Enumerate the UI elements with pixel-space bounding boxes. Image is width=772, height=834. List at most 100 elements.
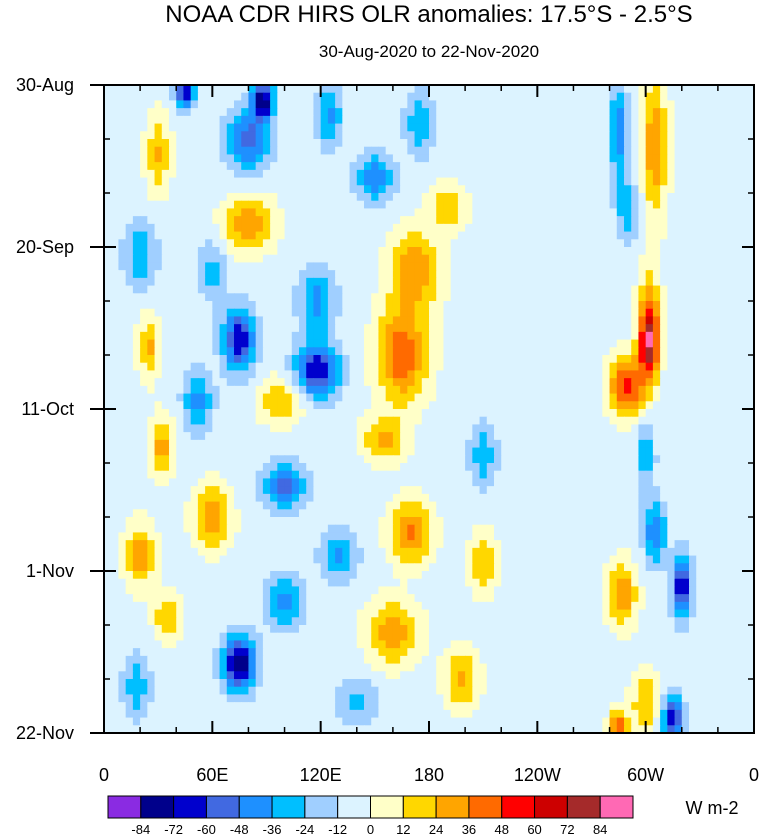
heatmap-cell bbox=[494, 486, 502, 495]
heatmap-cell bbox=[595, 470, 603, 480]
heatmap-cell bbox=[248, 378, 257, 387]
heatmap-cell bbox=[501, 401, 510, 410]
heatmap-cell bbox=[392, 378, 401, 387]
heatmap-cell bbox=[111, 501, 120, 510]
heatmap-cell bbox=[169, 277, 177, 287]
heatmap-cell bbox=[689, 108, 697, 117]
heatmap-cell bbox=[154, 432, 163, 441]
heatmap-cell bbox=[638, 416, 647, 426]
heatmap-cell bbox=[400, 208, 408, 217]
heatmap-cell bbox=[494, 432, 502, 441]
heatmap-cell bbox=[573, 486, 582, 495]
heatmap-cell bbox=[226, 123, 235, 132]
heatmap-cell bbox=[299, 416, 307, 426]
heatmap-cell bbox=[306, 439, 315, 449]
heatmap-cell bbox=[631, 486, 640, 495]
heatmap-cell bbox=[681, 378, 690, 387]
heatmap-cell bbox=[725, 493, 733, 503]
heatmap-cell bbox=[689, 470, 697, 480]
heatmap-cell bbox=[392, 216, 401, 225]
heatmap-cell bbox=[407, 200, 416, 210]
heatmap-cell bbox=[551, 139, 560, 148]
heatmap-cell bbox=[580, 416, 589, 426]
heatmap-cell bbox=[717, 92, 726, 102]
heatmap-cell bbox=[342, 262, 351, 271]
heatmap-cell bbox=[327, 85, 336, 94]
heatmap-cell bbox=[111, 509, 120, 518]
heatmap-cell bbox=[349, 424, 358, 433]
heatmap-cell bbox=[689, 355, 697, 364]
heatmap-cell bbox=[197, 277, 206, 287]
heatmap-cell bbox=[335, 254, 343, 264]
heatmap-cell bbox=[407, 509, 416, 518]
heatmap-cell bbox=[652, 501, 661, 510]
heatmap-cell bbox=[530, 270, 538, 279]
heatmap-cell bbox=[154, 193, 163, 202]
heatmap-cell bbox=[717, 254, 726, 264]
heatmap-cell bbox=[277, 416, 286, 426]
heatmap-cell bbox=[414, 200, 423, 210]
heatmap-cell bbox=[429, 200, 437, 210]
heatmap-cell bbox=[494, 463, 502, 472]
heatmap-cell bbox=[631, 231, 640, 240]
heatmap-cell bbox=[378, 177, 387, 186]
heatmap-cell bbox=[566, 331, 575, 341]
heatmap-cell bbox=[356, 455, 365, 464]
heatmap-cell bbox=[205, 139, 213, 148]
heatmap-cell bbox=[638, 85, 647, 94]
heatmap-cell bbox=[205, 362, 213, 372]
heatmap-cell bbox=[559, 439, 567, 449]
heatmap-cell bbox=[544, 370, 553, 379]
heatmap-cell bbox=[320, 393, 329, 402]
heatmap-cell bbox=[732, 324, 741, 333]
heatmap-cell bbox=[609, 85, 618, 94]
heatmap-cell bbox=[262, 146, 271, 156]
heatmap-cell bbox=[602, 432, 611, 441]
heatmap-cell bbox=[696, 339, 705, 348]
heatmap-cell bbox=[407, 154, 416, 163]
heatmap-cell bbox=[703, 455, 712, 464]
heatmap-cell bbox=[508, 470, 517, 480]
heatmap-cell bbox=[551, 362, 560, 372]
heatmap-cell bbox=[696, 324, 705, 333]
heatmap-cell bbox=[161, 339, 170, 348]
heatmap-cell bbox=[104, 486, 112, 495]
heatmap-cell bbox=[696, 470, 705, 480]
heatmap-cell bbox=[371, 493, 380, 503]
heatmap-cell bbox=[631, 223, 640, 233]
heatmap-cell bbox=[226, 169, 235, 179]
heatmap-cell bbox=[443, 455, 452, 464]
heatmap-cell bbox=[544, 270, 553, 279]
heatmap-cell bbox=[154, 362, 163, 372]
heatmap-cell bbox=[429, 254, 437, 264]
heatmap-cell bbox=[559, 355, 567, 364]
heatmap-cell bbox=[241, 486, 250, 495]
heatmap-cell bbox=[284, 308, 293, 318]
heatmap-cell bbox=[385, 478, 394, 487]
heatmap-cell bbox=[537, 92, 546, 102]
heatmap-cell bbox=[320, 85, 329, 94]
heatmap-cell bbox=[443, 347, 452, 356]
heatmap-cell bbox=[559, 216, 567, 225]
heatmap-cell bbox=[414, 424, 423, 433]
heatmap-cell bbox=[479, 447, 488, 456]
heatmap-cell bbox=[580, 432, 589, 441]
heatmap-cell bbox=[566, 439, 575, 449]
heatmap-cell bbox=[421, 200, 430, 210]
heatmap-cell bbox=[602, 455, 611, 464]
heatmap-cell bbox=[746, 463, 754, 472]
heatmap-cell bbox=[537, 455, 546, 464]
heatmap-cell bbox=[457, 185, 466, 194]
heatmap-cell bbox=[327, 493, 336, 503]
heatmap-cell bbox=[320, 162, 329, 171]
heatmap-cell bbox=[725, 455, 733, 464]
heatmap-cell bbox=[212, 416, 221, 426]
heatmap-cell bbox=[205, 131, 213, 140]
heatmap-cell bbox=[197, 169, 206, 179]
heatmap-cell bbox=[262, 285, 271, 294]
heatmap-cell bbox=[645, 331, 654, 341]
heatmap-cell bbox=[530, 247, 538, 256]
heatmap-cell bbox=[385, 185, 394, 194]
heatmap-cell bbox=[595, 208, 603, 217]
heatmap-cell bbox=[544, 339, 553, 348]
